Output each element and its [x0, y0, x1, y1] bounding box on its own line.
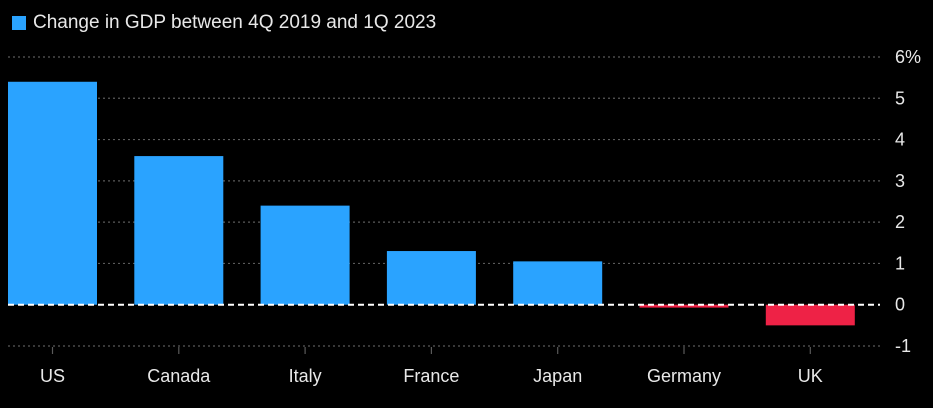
- bar-uk: [765, 304, 855, 326]
- x-tick-label: France: [403, 366, 459, 386]
- x-tick-label: Japan: [533, 366, 582, 386]
- y-tick-label: 2: [895, 212, 905, 232]
- bar-japan: [513, 261, 603, 305]
- bars: [8, 81, 855, 326]
- chart-legend: Change in GDP between 4Q 2019 and 1Q 202…: [12, 12, 436, 34]
- bar-italy: [260, 205, 350, 305]
- y-tick-label: 3: [895, 171, 905, 191]
- y-tick-label: 1: [895, 253, 905, 273]
- legend-label: Change in GDP between 4Q 2019 and 1Q 202…: [33, 12, 437, 33]
- y-tick-label: 5: [895, 88, 905, 108]
- y-tick-label: 0: [895, 295, 905, 315]
- bar-germany: [639, 304, 729, 308]
- x-tick-label: Italy: [289, 366, 322, 386]
- y-tick-label: -1: [895, 336, 911, 356]
- legend-swatch: [12, 16, 26, 30]
- x-tick-label: UK: [798, 366, 823, 386]
- y-tick-label: 4: [895, 130, 905, 150]
- x-tick-label: Canada: [147, 366, 211, 386]
- bar-us: [8, 81, 97, 305]
- bar-canada: [134, 156, 224, 305]
- x-axis: US Canada Italy France Japan Germany UK: [40, 347, 823, 386]
- x-tick-label: Germany: [647, 366, 721, 386]
- y-tick-label: 6%: [895, 47, 921, 67]
- x-tick-label: US: [40, 366, 65, 386]
- bar-france: [386, 251, 476, 305]
- y-axis: -1 0 1 2 3 4 5 6%: [895, 47, 921, 356]
